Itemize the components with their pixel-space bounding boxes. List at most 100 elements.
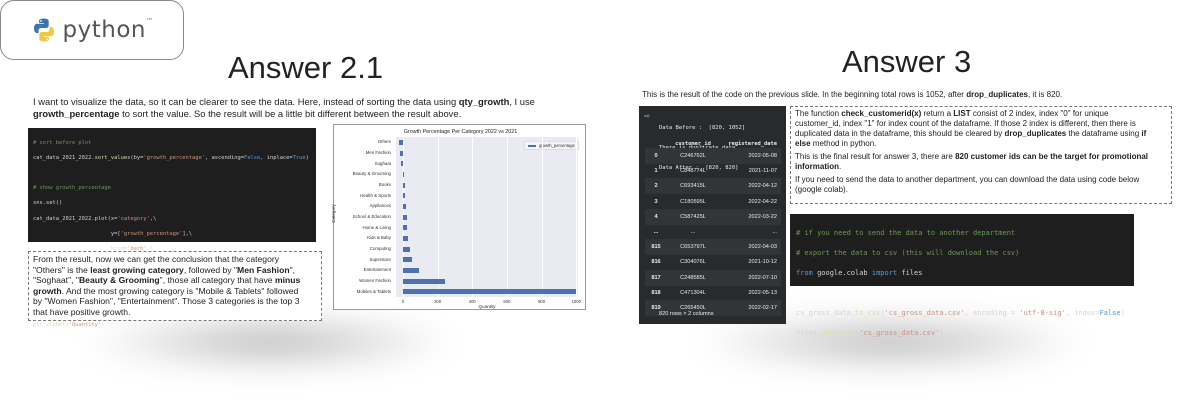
chart-bar bbox=[402, 214, 407, 220]
output-text: Data Before : [820, 1052] There is dupli… bbox=[659, 125, 746, 171]
chart-x-tick-label: 800 bbox=[538, 299, 546, 304]
table-row: ......... bbox=[645, 224, 781, 240]
chart-bar bbox=[402, 246, 410, 252]
row-index: 817 bbox=[651, 274, 661, 281]
code-line-plot: cat_data_2021_2022.plot(x='category',\ bbox=[33, 215, 157, 222]
right-explanation-box: The function check_customerid(x) return … bbox=[790, 106, 1172, 204]
row-index: 2 bbox=[654, 183, 658, 190]
chart-bar bbox=[402, 267, 419, 273]
registered-date-cell: 2022-04-22 bbox=[748, 198, 777, 205]
table-header: customer_id registered_date bbox=[675, 141, 777, 147]
row-index: ... bbox=[653, 229, 659, 235]
table-footer: 820 rows × 2 columns bbox=[659, 311, 714, 317]
chart-bar bbox=[399, 139, 403, 145]
chart-bar bbox=[402, 193, 406, 199]
chart-category-label: Beauty & Grooming bbox=[352, 171, 391, 177]
customer-id-cell: C304076L bbox=[680, 259, 706, 266]
row-index: 0 bbox=[654, 153, 658, 159]
chart-x-tick-label: 600 bbox=[503, 299, 511, 304]
chart-gridline bbox=[506, 137, 508, 297]
table-row: 816 C304076L 2021-10-12 bbox=[645, 254, 781, 270]
chart-ylabel: Category bbox=[330, 204, 336, 223]
row-index: 1 bbox=[654, 168, 658, 175]
customer-id-cell: C248585L bbox=[680, 274, 706, 281]
customer-id-cell: C848774L bbox=[680, 168, 706, 175]
right-intro-paragraph: This is the result of the code on the pr… bbox=[642, 90, 1063, 99]
customer-id-cell: C471304L bbox=[680, 289, 706, 296]
dataframe-table: customer_id registered_date 0 C246762L 202… bbox=[645, 136, 781, 316]
chart-bar bbox=[402, 182, 405, 188]
chart-category-label: Men Fashion bbox=[365, 150, 391, 155]
left-slide-title: Answer 2.1 bbox=[228, 50, 384, 85]
chart-xlabel: Quantity bbox=[478, 304, 496, 309]
chart-category-label: Computing bbox=[369, 246, 391, 251]
python-wordmark: python™ bbox=[62, 17, 154, 43]
customer-id-cell: C693415L bbox=[680, 183, 706, 190]
code-line-xlabel: plt.xlabel('Quantity') bbox=[33, 321, 105, 328]
row-index: 3 bbox=[654, 198, 658, 205]
chart-category-label: Soghaat bbox=[374, 160, 391, 166]
chart-bar bbox=[400, 150, 403, 156]
chart-bar bbox=[402, 225, 408, 231]
table-row: 819 C265450L 2022-02-17 bbox=[645, 300, 781, 316]
table-row: 1 C848774L 2021-11-07 bbox=[645, 163, 781, 179]
registered-date-cell: 2022-05-08 bbox=[748, 153, 777, 159]
chart-category-label: School & Education bbox=[352, 214, 391, 219]
chart-gridline bbox=[437, 137, 439, 297]
table-row: 818 C471304L 2022-05-13 bbox=[645, 285, 781, 301]
growth-chart: Growth Percentage Per Category 2022 vs 2… bbox=[330, 124, 586, 310]
chart-x-tick-label: 1000 bbox=[571, 299, 581, 304]
row-index: 819 bbox=[651, 305, 661, 311]
customer-id-cell: C265450L bbox=[680, 305, 706, 311]
chart-bar bbox=[402, 203, 407, 209]
left-slide-shadow bbox=[80, 312, 460, 372]
colab-output-panel: ⇨ Data Before : [820, 1052] There is dup… bbox=[639, 106, 786, 324]
row-index: 816 bbox=[651, 259, 661, 266]
chart-category-label: Mobiles & Tablets bbox=[356, 288, 391, 294]
code-line-download: files.download('cs_gross_data.csv') bbox=[796, 329, 944, 337]
python-logo-icon bbox=[33, 18, 54, 42]
registered-date-cell: 2021-11-07 bbox=[748, 168, 777, 175]
code-line-sort: cat_data_2021_2022.sort_values(by='growt… bbox=[33, 154, 309, 161]
table-row: 3 C180595L 2022-04-22 bbox=[645, 194, 781, 210]
chart-bar bbox=[402, 171, 404, 177]
table-row: 0 C246762L 2022-05-08 bbox=[645, 148, 781, 164]
left-code-block: # sort before plot cat_data_2021_2022.so… bbox=[28, 128, 316, 328]
right-code-block: # if you need to send the data to anothe… bbox=[790, 214, 1134, 337]
legend-swatch bbox=[528, 144, 536, 147]
registered-date-cell: 2022-02-17 bbox=[748, 305, 777, 311]
chart-x-tick-label: 400 bbox=[468, 299, 476, 304]
row-index: 4 bbox=[654, 213, 658, 220]
output-cell-icon: ⇨ bbox=[644, 113, 650, 120]
chart-title: Growth Percentage Per Category 2022 vs 2… bbox=[403, 129, 518, 135]
chart-category-label: Appliances bbox=[369, 203, 391, 209]
left-conclusion-box: From the result, now we can get the conc… bbox=[28, 251, 322, 321]
chart-x-tick-label: 0 bbox=[401, 299, 405, 304]
code-line-y: y=['growth_percentage'],\ bbox=[33, 230, 193, 237]
chart-category-label: Entertainment bbox=[363, 267, 391, 273]
code-line-import: from google.colab import files bbox=[796, 269, 923, 277]
registered-date-cell: 2022-07-10 bbox=[748, 274, 777, 281]
registered-date-cell: ... bbox=[772, 229, 777, 235]
right-slide-title: Answer 3 bbox=[842, 44, 972, 79]
registered-date-cell: 2022-04-12 bbox=[748, 183, 777, 190]
python-logo-box: python™ bbox=[0, 0, 184, 60]
registered-date-cell: 2022-04-03 bbox=[748, 244, 777, 251]
code-line-to-csv: cs_gross_data.to_csv('cs_gross_data.csv'… bbox=[796, 309, 1125, 317]
chart-category-label: Home & Living bbox=[362, 224, 391, 230]
customer-id-cell: C653797L bbox=[680, 244, 706, 251]
registered-date-cell: 2022-05-13 bbox=[748, 289, 777, 296]
table-row: 2 C693415L 2022-04-12 bbox=[645, 178, 781, 195]
customer-id-cell: ... bbox=[690, 229, 696, 235]
chart-bar bbox=[402, 278, 446, 284]
chart-x-tick-label: 200 bbox=[434, 299, 442, 304]
left-intro-paragraph: I want to visualize the data, so it can … bbox=[33, 96, 535, 119]
chart-category-label: Books bbox=[378, 182, 391, 187]
chart-bar bbox=[402, 289, 577, 295]
legend-label: growth_percentage bbox=[539, 143, 575, 148]
row-index: 815 bbox=[651, 244, 661, 251]
chart-gridline bbox=[472, 137, 474, 297]
chart-category-label: Superstore bbox=[369, 256, 391, 262]
chart-category-label: Women Fashion bbox=[359, 278, 391, 283]
code-line-kind: kind='barh',\ bbox=[33, 245, 154, 252]
